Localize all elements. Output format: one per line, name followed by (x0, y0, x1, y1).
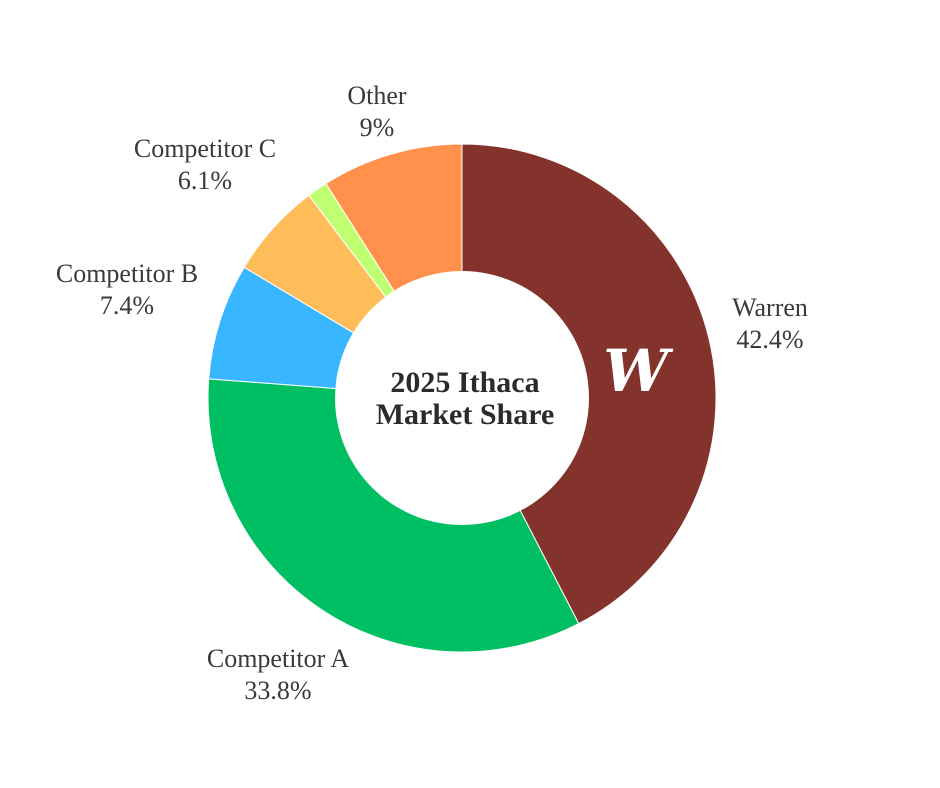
warren-logo-letter: W (603, 337, 673, 405)
slice-label-warren: Warren (732, 293, 808, 322)
slice-label-other: Other (347, 81, 407, 110)
warren-logo: W (603, 337, 673, 405)
center-title-line-1: 2025 Ithaca (390, 366, 539, 399)
slice-label-competitor-c: Competitor C (134, 134, 276, 163)
slice-label-competitor-b: Competitor B (56, 259, 198, 288)
slice-value-warren: 42.4% (736, 325, 803, 354)
center-title-line-2: Market Share (376, 398, 555, 431)
slice-value-other: 9% (360, 113, 395, 142)
slice-label-competitor-a: Competitor A (207, 644, 350, 673)
slice-value-competitor-c: 6.1% (178, 166, 232, 195)
slice-labels: Warren 42.4% Competitor A 33.8% Competitor B… (56, 81, 808, 705)
slice-value-competitor-b: 7.4% (100, 291, 154, 320)
donut-hole (335, 271, 589, 525)
slice-value-competitor-a: 33.8% (244, 676, 311, 705)
